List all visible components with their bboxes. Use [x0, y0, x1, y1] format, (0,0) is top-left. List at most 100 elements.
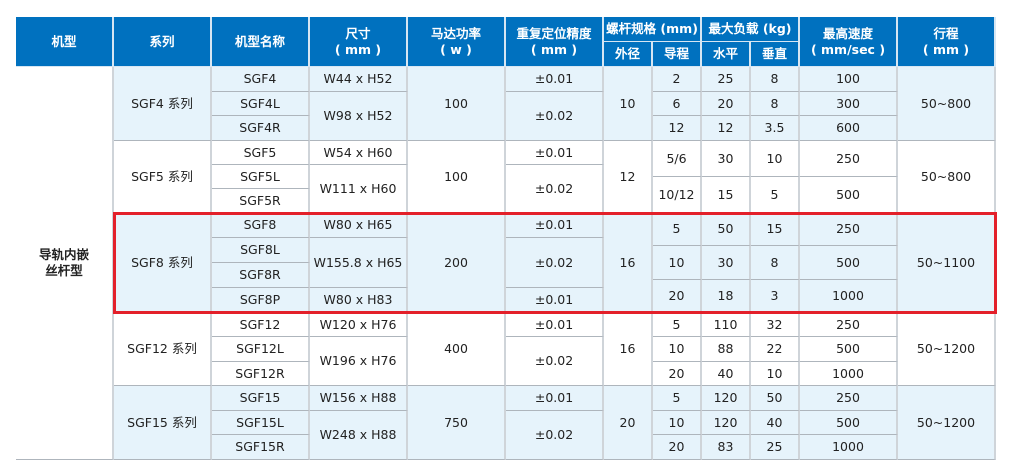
model-cell: SGF12: [212, 313, 310, 338]
size-cell: W44 x H52: [310, 67, 408, 92]
lead-cell: 12: [653, 116, 702, 141]
header-stroke-line: 行程: [933, 25, 959, 41]
series-cell: SGF4 系列: [114, 67, 212, 141]
diameter-cell: 20: [604, 386, 653, 460]
diameter-cell: 16: [604, 313, 653, 386]
speed-cell: 600: [800, 116, 898, 141]
vertical-load-cell: 15: [751, 213, 800, 247]
vertical-load-cell: 40: [751, 410, 800, 436]
size-cell: W196 x H76: [310, 337, 408, 386]
precision-cell: ±0.01: [506, 67, 604, 92]
lead-cell: 2: [653, 67, 702, 92]
model-cell: SGF15R: [212, 435, 310, 460]
vertical-load-cell: 10: [751, 361, 800, 386]
header-series: 系列: [114, 17, 212, 67]
header-power-line: 马达功率: [430, 25, 481, 41]
horizontal-load-cell: 110: [702, 313, 751, 338]
lead-cell: 5: [653, 386, 702, 411]
model-cell: SGF4: [212, 67, 310, 92]
header-precision: 重复定位精度( mm ): [506, 17, 604, 67]
precision-cell: ±0.01: [506, 213, 604, 238]
header-size: 尺寸( mm ): [310, 17, 408, 67]
stroke-cell: 50~1200: [898, 313, 996, 386]
precision-cell: ±0.02: [506, 91, 604, 141]
vertical-load-cell: 10: [751, 141, 800, 177]
model-cell: SGF5: [212, 141, 310, 165]
model-cell: SGF8: [212, 213, 310, 238]
model-cell: SGF15L: [212, 410, 310, 436]
diameter-cell: 10: [604, 67, 653, 141]
size-cell: W111 x H60: [310, 165, 408, 213]
vertical-load-cell: 3.5: [751, 116, 800, 141]
horizontal-load-cell: 18: [702, 279, 751, 313]
header-stroke-line: ( mm ): [922, 41, 970, 57]
speed-cell: 1000: [800, 435, 898, 460]
lead-cell: 20: [653, 435, 702, 460]
series-cell: SGF12 系列: [114, 313, 212, 386]
header-speed-line: 最高速度: [822, 25, 873, 41]
size-cell: W155.8 x H65: [310, 238, 408, 288]
model-cell: SGF12R: [212, 361, 310, 386]
speed-cell: 500: [800, 410, 898, 436]
lead-cell: 10/12: [653, 177, 702, 213]
size-cell: W248 x H88: [310, 410, 408, 460]
horizontal-load-cell: 12: [702, 116, 751, 141]
header-size-line: ( mm ): [334, 41, 382, 57]
horizontal-load-cell: 120: [702, 386, 751, 411]
speed-cell: 1000: [800, 279, 898, 313]
size-cell: W156 x H88: [310, 386, 408, 411]
header-vertical: 垂直: [751, 42, 800, 67]
lead-cell: 5: [653, 313, 702, 338]
stroke-cell: 50~1200: [898, 386, 996, 460]
lead-cell: 5: [653, 213, 702, 247]
horizontal-load-cell: 15: [702, 177, 751, 213]
lead-cell: 6: [653, 91, 702, 117]
speed-cell: 500: [800, 337, 898, 362]
precision-cell: ±0.01: [506, 313, 604, 338]
vertical-load-cell: 8: [751, 67, 800, 92]
power-cell: 100: [408, 141, 506, 213]
size-cell: W80 x H65: [310, 213, 408, 238]
header-model: 机型名称: [212, 17, 310, 67]
horizontal-load-cell: 83: [702, 435, 751, 460]
header-lead: 导程: [653, 42, 702, 67]
diameter-cell: 16: [604, 213, 653, 313]
lead-cell: 10: [653, 246, 702, 280]
size-cell: W80 x H83: [310, 288, 408, 313]
speed-cell: 500: [800, 246, 898, 280]
speed-cell: 500: [800, 177, 898, 213]
header-speed: 最高速度( mm/sec ): [800, 17, 898, 67]
header-precision-line: 重复定位精度: [516, 25, 592, 41]
speed-cell: 250: [800, 141, 898, 177]
series-cell: SGF15 系列: [114, 386, 212, 460]
precision-cell: ±0.02: [506, 165, 604, 213]
precision-cell: ±0.01: [506, 141, 604, 165]
vertical-load-cell: 32: [751, 313, 800, 338]
header-diameter: 外径: [604, 42, 653, 67]
header-size-line: 尺寸: [345, 25, 371, 41]
lead-cell: 20: [653, 361, 702, 386]
header-stroke: 行程( mm ): [898, 17, 996, 67]
diameter-cell: 12: [604, 141, 653, 213]
vertical-load-cell: 8: [751, 91, 800, 117]
stroke-cell: 50~800: [898, 141, 996, 213]
machine-type-line: 导轨内嵌: [38, 247, 89, 263]
model-cell: SGF8L: [212, 238, 310, 263]
model-cell: SGF4L: [212, 91, 310, 117]
horizontal-load-cell: 25: [702, 67, 751, 92]
model-cell: SGF4R: [212, 116, 310, 141]
header-speed-line: ( mm/sec ): [810, 41, 886, 57]
model-cell: SGF8P: [212, 288, 310, 313]
lead-cell: 20: [653, 279, 702, 313]
size-cell: W120 x H76: [310, 313, 408, 338]
series-cell: SGF5 系列: [114, 141, 212, 213]
model-cell: SGF5L: [212, 165, 310, 189]
size-cell: W54 x H60: [310, 141, 408, 165]
speed-cell: 100: [800, 67, 898, 92]
model-cell: SGF12L: [212, 337, 310, 362]
series-cell: SGF8 系列: [114, 213, 212, 313]
precision-cell: ±0.02: [506, 337, 604, 386]
speed-cell: 1000: [800, 361, 898, 386]
power-cell: 400: [408, 313, 506, 386]
